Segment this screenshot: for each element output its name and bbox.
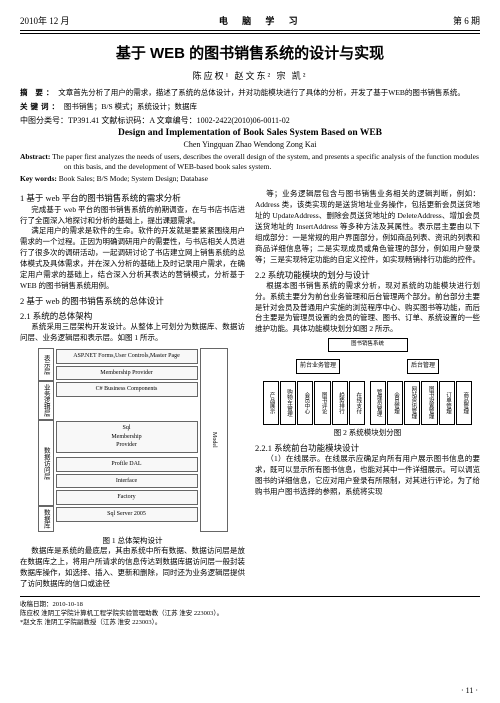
para: 等；业务逻辑层包含与图书销售业务相关的逻辑判断，例如：Address 类，该类实… — [255, 189, 480, 265]
tree-leaf: 在线支付 — [349, 381, 365, 425]
tree-connector — [263, 354, 473, 359]
page-number: · 11 · — [461, 686, 478, 695]
keywords-text-cn: 图书销售；B/S 模式；系统设计；数据库 — [64, 102, 197, 111]
arch-layer-label: 数据库 — [38, 506, 54, 532]
footer-date: 收稿日期：2010-10-18 — [20, 600, 480, 609]
body-columns: 1 基于 web 平台的图书销售系统的需求分析 完成基于 web 平台的图书销售… — [20, 189, 480, 590]
tree-root: 图书销售系统 — [328, 338, 408, 352]
header-date: 2010年 12 月 — [20, 14, 70, 27]
section-2-heading: 2 基于 web 的图书销售系统的总体设计 — [20, 295, 245, 307]
divider — [20, 33, 480, 34]
footer-author-1: 陈应权 淮阴工学院计算机工程学院实验管理助教（江苏 淮安 223003）。 — [20, 609, 480, 618]
arch-cell: Factory — [56, 490, 198, 505]
section-2-1-heading: 2.1 系统的总体架构 — [20, 310, 245, 322]
keywords-text-en: Book Sales; B/S Mode; System Design; Dat… — [59, 174, 208, 183]
para: 系统采用三层架构开发设计。从整体上可划分为数据库、数据访问层、业务逻辑层和表示层… — [20, 322, 245, 344]
tree-leaf: 趋势排行 — [332, 381, 348, 425]
keywords-label-en: Key words: — [20, 174, 57, 183]
abstract-text-cn: 文章首先分析了用户的需求，描述了系统的总体设计，并对功能模块进行了具体的分析，开… — [58, 88, 465, 97]
tree-leaf: 网站资讯管理 — [404, 381, 420, 425]
keywords-en: Key words: Book Sales; B/S Mode; System … — [20, 174, 480, 184]
left-column: 1 基于 web 平台的图书销售系统的需求分析 完成基于 web 平台的图书销售… — [20, 189, 245, 590]
tree-leaf: 商品管理 — [456, 381, 472, 425]
keywords-label-cn: 关键词： — [20, 102, 62, 111]
tree-leaf: 图书设置管理 — [421, 381, 437, 425]
abstract-label-en: Abstract: — [20, 152, 50, 161]
journal-title: 电 脑 学 习 — [219, 14, 304, 27]
para: 根据本图书销售系统的需求分析，现对系统的功能模块进行划分。系统主要分为前台业务管… — [255, 281, 480, 335]
abstract-cn: 摘 要： 文章首先分析了用户的需求，描述了系统的总体设计，并对功能模块进行了具体… — [20, 88, 480, 99]
footer-block: 收稿日期：2010-10-18 陈应权 淮阴工学院计算机工程学院实验管理助教（江… — [20, 596, 480, 627]
section-1-heading: 1 基于 web 平台的图书销售系统的需求分析 — [20, 192, 245, 204]
tree-leaf: 订单管理 — [439, 381, 455, 425]
abstract-label-cn: 摘 要： — [20, 88, 56, 97]
arch-cell: Sql Server 2005 — [56, 507, 198, 522]
keywords-cn: 关键词： 图书销售；B/S 模式；系统设计；数据库 — [20, 102, 480, 113]
tree-mid-node: 后台管理 — [407, 359, 439, 374]
paper-title-cn: 基于 WEB 的图书销售系统的设计与实现 — [20, 42, 480, 63]
right-column: 等；业务逻辑层包含与图书销售业务相关的逻辑判断，例如：Address 类，该类实… — [255, 189, 480, 590]
tree-leaf: 购物车管理 — [280, 381, 296, 425]
abstract-en: Abstract: The paper first analyzes the n… — [20, 152, 480, 172]
classification-line: 中图分类号：TP391.41 文献标识码：A 文章编号：1002-2422(20… — [20, 115, 480, 126]
arch-cell: Profile DAL — [56, 457, 198, 472]
footer-author-2: *赵文东 淮阴工学院副教授（江苏 淮安 223003）。 — [20, 618, 480, 627]
arch-layer-label: 数据访问层 — [38, 420, 54, 506]
para: （1）在线展示。在线展示应确足向所有用户展示图书信息的要求，既可以显示所有图书信… — [255, 454, 480, 498]
para: 数据库是系统的最底层，其由系统中所有数据、数据访问层是放在数据库之上，将用户所请… — [20, 546, 245, 590]
tree-mid-node: 前台业务管理 — [296, 359, 340, 374]
figure-2-caption: 图 2 系统模块划分图 — [255, 428, 480, 439]
abstract-text-en: The paper first analyzes the needs of us… — [52, 152, 479, 171]
para: 完成基于 web 平台的图书销售系统的前期调查，在与书店书店进行了全面深入地探讨… — [20, 205, 245, 227]
page-header: 2010年 12 月 电 脑 学 习 第 6 期 — [20, 14, 480, 31]
authors-en: Chen Yingquan Zhao Wendong Zong Kai — [20, 140, 480, 149]
tree-connector — [263, 376, 473, 381]
arch-layer-label: 业务逻辑层 — [38, 381, 54, 420]
arch-side-label: Model — [200, 348, 228, 532]
tree-leaf: 会员中心 — [297, 381, 313, 425]
figure-1-diagram: 表示层 ASP.NET Forms,User Controls,Master P… — [38, 348, 228, 532]
arch-cell: C# Business Components — [56, 382, 198, 397]
tree-leaf: 会员管理 — [387, 381, 403, 425]
tree-leaf: 图书评论 — [314, 381, 330, 425]
para: 满足用户的需求是软件的生命。软件的开发就是要紧紧围绕用户需求的一个过程。正因为明… — [20, 226, 245, 291]
arch-cell: ASP.NET Forms,User Controls,Master Page — [56, 349, 198, 364]
figure-1-caption: 图 1 总体架构设计 — [20, 536, 245, 547]
arch-cell: Interface — [56, 474, 198, 489]
tree-leaf: 管理员管理 — [370, 381, 386, 425]
arch-cell: Membership Provider — [56, 366, 198, 381]
arch-cell: Sql Membership Provider — [56, 421, 198, 453]
section-2-2-heading: 2.2 系统功能模块的划分与设计 — [255, 269, 480, 281]
authors-cn: 陈应权¹ 赵文东² 宗 凯² — [20, 69, 480, 82]
paper-title-en: Design and Implementation of Book Sales … — [20, 128, 480, 138]
tree-leaf: 产品展示 — [263, 381, 279, 425]
section-2-2-1-heading: 2.2.1 系统前台功能模块设计 — [255, 442, 480, 454]
issue-number: 第 6 期 — [453, 14, 480, 27]
arch-layer-label: 表示层 — [38, 348, 54, 381]
figure-2-diagram: 图书销售系统 前台业务管理 后台管理 产品展示 购物车管理 会员中心 图书评论 … — [263, 338, 473, 425]
